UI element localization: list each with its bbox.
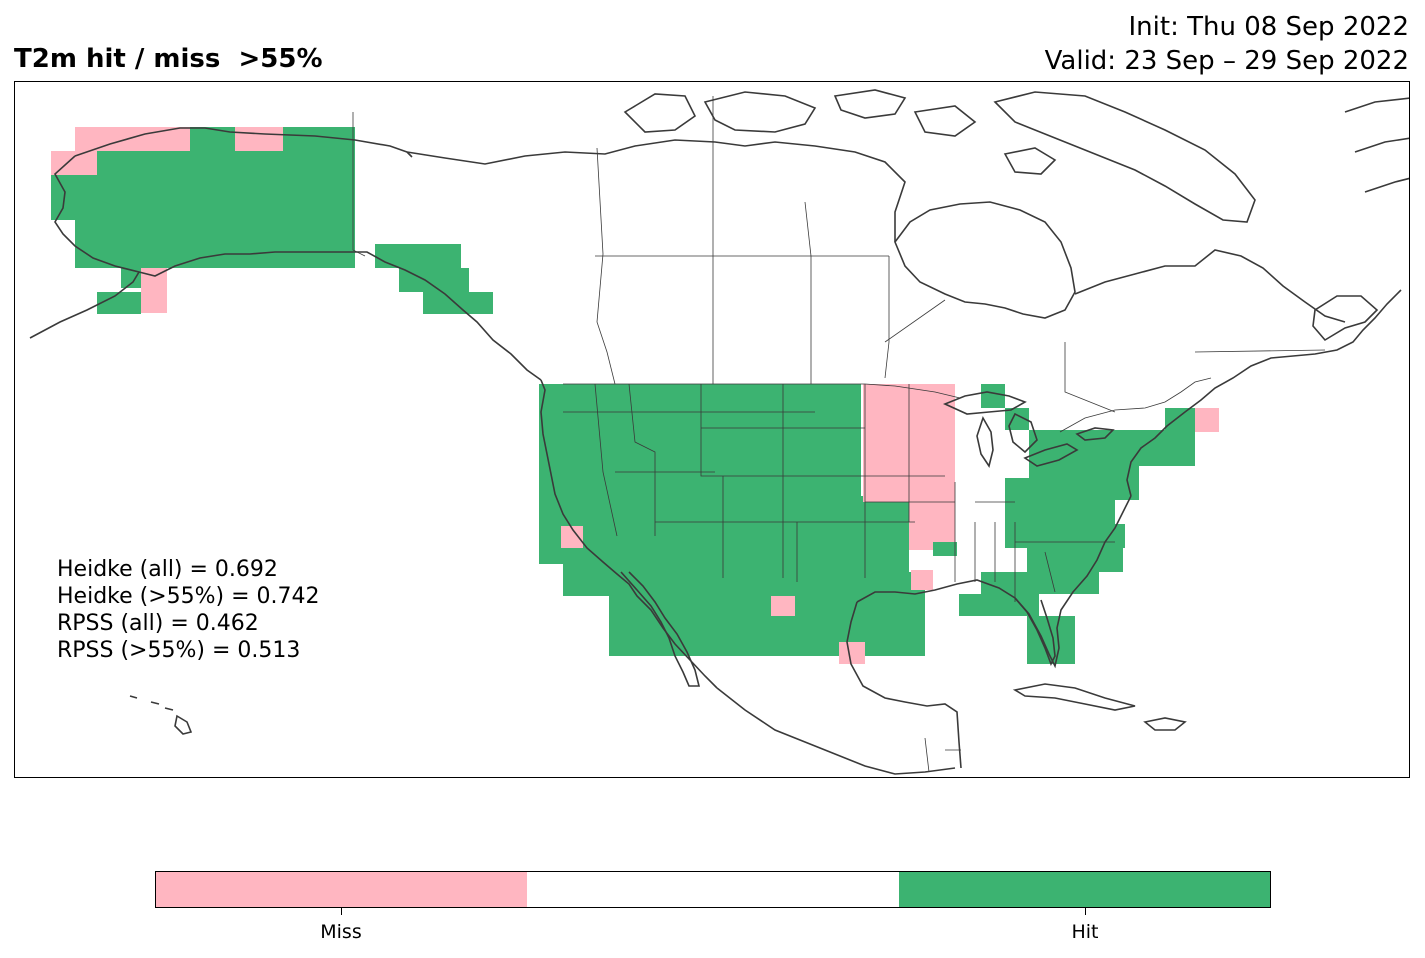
rpss-55-score: RPSS (>55%) = 0.513 xyxy=(57,638,301,663)
alaska-coast xyxy=(29,127,542,381)
miss-cell xyxy=(1195,408,1219,432)
banks-island xyxy=(623,93,697,133)
arctic-island-1 xyxy=(833,89,907,119)
hit-cell xyxy=(539,384,861,564)
map-panel xyxy=(14,81,1410,778)
baja-california xyxy=(620,571,701,687)
heidke-55-score: Heidke (>55%) = 0.742 xyxy=(57,584,320,609)
baffin-island xyxy=(993,91,1256,223)
hit-cell xyxy=(97,292,141,314)
hit-cell xyxy=(1165,408,1195,444)
miss-cell xyxy=(839,642,865,664)
hit-cell xyxy=(1005,408,1029,430)
greenland-edge xyxy=(1344,97,1409,193)
political-boundaries xyxy=(352,96,1326,773)
miss-cell xyxy=(75,127,190,151)
miss-cell xyxy=(561,526,583,548)
miss-cell xyxy=(141,268,167,313)
verification-scores: Heidke (all) = 0.692 Heidke (>55%) = 0.7… xyxy=(57,556,320,664)
east-coast xyxy=(1126,289,1402,497)
colorbar-label-hit: Hit xyxy=(1071,921,1099,943)
hit-cell xyxy=(981,572,1099,594)
hispaniola xyxy=(1143,717,1187,731)
mexico-coast xyxy=(716,687,956,775)
colorbar-miss-segment xyxy=(156,872,528,907)
newfoundland xyxy=(1312,295,1379,342)
grid-cells xyxy=(51,127,1219,664)
colorbar-hit-segment xyxy=(898,872,1270,907)
hit-cell xyxy=(97,151,355,175)
hit-cell xyxy=(423,292,493,314)
mexico-gulf-coast xyxy=(846,601,962,769)
hit-cell xyxy=(585,564,605,572)
hit-cell xyxy=(1005,524,1125,548)
hawaii xyxy=(129,695,193,735)
canadian-provinces xyxy=(595,96,1326,413)
hit-cell xyxy=(933,542,957,556)
valid-period: Valid: 23 Sep – 29 Sep 2022 xyxy=(1044,46,1409,76)
hit-cell xyxy=(959,594,1039,616)
hudson-bay xyxy=(894,201,1076,319)
chart-title: T2m hit / miss >55% xyxy=(14,44,323,74)
hit-cell xyxy=(1027,548,1123,572)
hit-cell xyxy=(51,175,355,220)
alaska-canada-border xyxy=(352,112,366,257)
lake-erie xyxy=(1023,443,1079,467)
map-svg xyxy=(29,89,1409,775)
hit-cell xyxy=(121,268,141,288)
victoria-island xyxy=(703,91,817,133)
lake-superior xyxy=(942,391,1027,415)
hit-cell xyxy=(75,220,355,268)
lake-ontario xyxy=(1075,427,1115,441)
colorbar-tick-hit xyxy=(1085,908,1086,915)
heidke-all-score: Heidke (all) = 0.692 xyxy=(57,557,278,582)
hit-cell xyxy=(1005,478,1115,524)
cuba xyxy=(1012,683,1136,711)
southampton-island xyxy=(1003,147,1057,175)
lake-michigan xyxy=(976,416,994,468)
colorbar xyxy=(155,871,1271,908)
hit-cell xyxy=(375,244,461,268)
miss-cell xyxy=(771,596,795,616)
arctic-island-2 xyxy=(913,105,977,137)
miss-cell xyxy=(235,127,283,151)
arctic-mainland xyxy=(406,139,906,242)
gulf-coast xyxy=(856,495,1132,669)
mexico-states xyxy=(924,737,961,773)
miss-cell xyxy=(911,570,933,590)
init-date: Init: Thu 08 Sep 2022 xyxy=(1128,12,1409,42)
labrador-coast xyxy=(1074,249,1346,323)
coastlines xyxy=(29,89,1409,775)
hit-cell xyxy=(805,596,865,616)
colorbar-neutral-segment xyxy=(527,872,899,907)
canada-us-border xyxy=(563,377,1212,433)
lake-huron xyxy=(1008,412,1038,454)
us-states xyxy=(563,383,1115,602)
florida xyxy=(1014,597,1056,666)
hit-cell xyxy=(190,127,235,151)
colorbar-tick-miss xyxy=(341,908,342,915)
hit-cell xyxy=(861,496,909,616)
colorbar-label-miss: Miss xyxy=(320,921,362,943)
rpss-all-score: RPSS (all) = 0.462 xyxy=(57,611,259,636)
west-coast xyxy=(540,379,718,689)
hit-cell xyxy=(981,384,1005,408)
date-info: Init: Thu 08 Sep 2022 Valid: 23 Sep – 29… xyxy=(1045,10,1409,78)
